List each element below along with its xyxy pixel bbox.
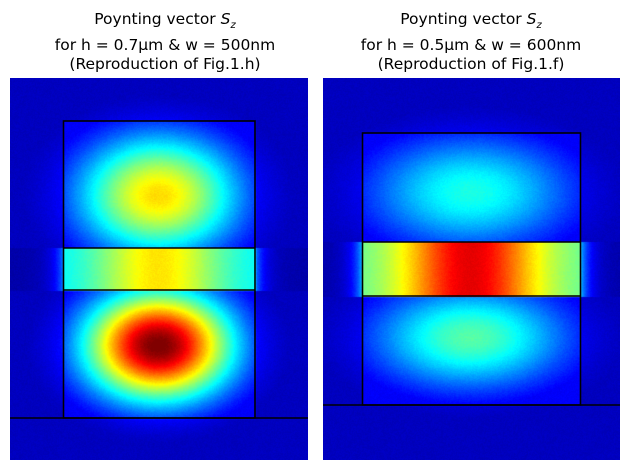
left-waveguide-outline [64, 121, 256, 418]
structure-outlines [0, 0, 630, 470]
right-waveguide-outline [363, 133, 581, 405]
figure: Poynting vector Sz for h = 0.7µm & w = 5… [0, 0, 630, 470]
